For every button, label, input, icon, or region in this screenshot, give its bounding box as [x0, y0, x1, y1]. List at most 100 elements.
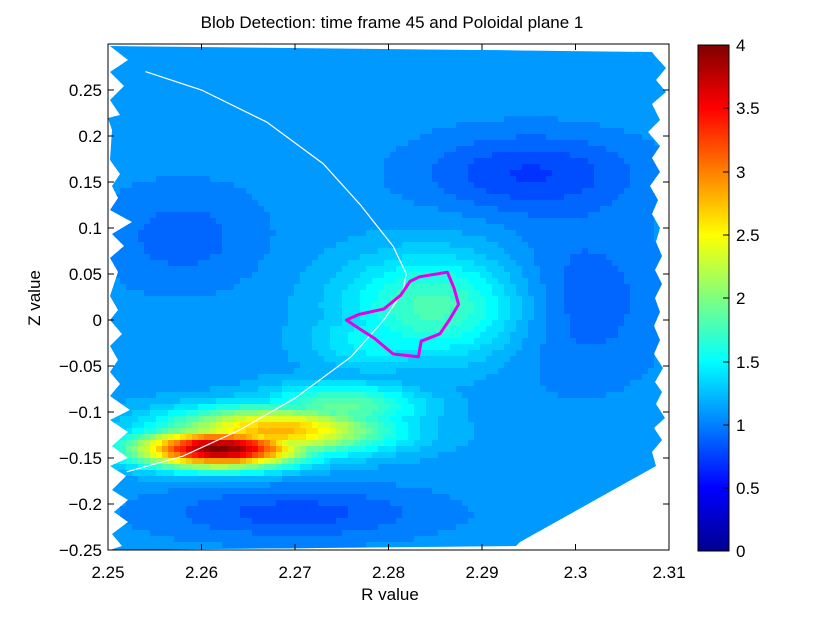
- heatmap-cell: [546, 122, 553, 129]
- heatmap-cell: [510, 194, 517, 201]
- heatmap-cell: [582, 302, 589, 309]
- heatmap-cell: [216, 140, 223, 147]
- heatmap-cell: [624, 170, 631, 177]
- heatmap-cell: [582, 266, 589, 273]
- heatmap-cell: [594, 68, 601, 75]
- heatmap-cell: [504, 164, 511, 171]
- heatmap-cell: [504, 80, 511, 87]
- heatmap-cell: [450, 206, 457, 213]
- heatmap-cell: [600, 344, 607, 351]
- heatmap-cell: [510, 140, 517, 147]
- heatmap-cell: [138, 296, 145, 303]
- heatmap-cell: [162, 290, 169, 297]
- heatmap-cell: [588, 356, 595, 363]
- heatmap-cell: [438, 206, 445, 213]
- heatmap-cell: [114, 104, 121, 111]
- heatmap-cell: [510, 284, 517, 291]
- heatmap-cell: [498, 164, 505, 171]
- heatmap-cell: [342, 248, 349, 255]
- heatmap-cell: [210, 98, 217, 105]
- heatmap-cell: [564, 326, 571, 333]
- heatmap-cell: [198, 248, 205, 255]
- heatmap-cell: [582, 182, 589, 189]
- heatmap-cell: [456, 248, 463, 255]
- heatmap-cell: [210, 68, 217, 75]
- heatmap-cell: [264, 212, 271, 219]
- heatmap-cell: [576, 320, 583, 327]
- heatmap-cell: [450, 224, 457, 231]
- heatmap-cell: [180, 332, 187, 339]
- heatmap-cell: [156, 110, 163, 117]
- heatmap-cell: [618, 188, 625, 195]
- heatmap-cell: [240, 314, 247, 321]
- heatmap-cell: [360, 332, 367, 339]
- heatmap-cell: [624, 308, 631, 315]
- heatmap-cell: [324, 230, 331, 237]
- heatmap-cell: [300, 206, 307, 213]
- heatmap-cell: [378, 326, 385, 333]
- heatmap-cell: [414, 134, 421, 141]
- heatmap-cell: [546, 290, 553, 297]
- heatmap-cell: [138, 164, 145, 171]
- heatmap-cell: [396, 68, 403, 75]
- heatmap-cell: [342, 50, 349, 57]
- heatmap-cell: [438, 188, 445, 195]
- heatmap-cell: [186, 284, 193, 291]
- heatmap-cell: [180, 62, 187, 69]
- heatmap-cell: [456, 164, 463, 171]
- heatmap-cell: [648, 62, 655, 69]
- heatmap-cell: [600, 350, 607, 357]
- heatmap-cell: [606, 326, 613, 333]
- heatmap-cell: [438, 116, 445, 123]
- heatmap-cell: [558, 80, 565, 87]
- heatmap-cell: [534, 326, 541, 333]
- heatmap-cell: [360, 326, 367, 333]
- heatmap-cell: [228, 266, 235, 273]
- heatmap-cell: [354, 236, 361, 243]
- heatmap-cell: [318, 152, 325, 159]
- heatmap-cell: [462, 158, 469, 165]
- heatmap-cell: [612, 92, 619, 99]
- heatmap-cell: [276, 266, 283, 273]
- heatmap-cell: [300, 188, 307, 195]
- heatmap-cell: [540, 218, 547, 225]
- heatmap-cell: [204, 236, 211, 243]
- heatmap-cell: [258, 320, 265, 327]
- heatmap-cell: [576, 170, 583, 177]
- heatmap-cell: [636, 272, 643, 279]
- heatmap-cell: [534, 176, 541, 183]
- heatmap-cell: [540, 236, 547, 243]
- heatmap-cell: [534, 350, 541, 357]
- heatmap-cell: [114, 182, 121, 189]
- heatmap-cell: [510, 110, 517, 117]
- heatmap-cell: [318, 68, 325, 75]
- heatmap-cell: [288, 212, 295, 219]
- heatmap-cell: [420, 194, 427, 201]
- heatmap-cell: [624, 110, 631, 117]
- heatmap-cell: [300, 194, 307, 201]
- heatmap-cell: [246, 134, 253, 141]
- heatmap-cell: [540, 350, 547, 357]
- heatmap-cell: [330, 236, 337, 243]
- heatmap-cell: [468, 290, 475, 297]
- heatmap-cell: [510, 242, 517, 249]
- heatmap-cell: [558, 74, 565, 81]
- heatmap-cell: [162, 122, 169, 129]
- heatmap-cell: [624, 266, 631, 273]
- heatmap-cell: [234, 302, 241, 309]
- heatmap-cell: [192, 146, 199, 153]
- heatmap-cell: [264, 296, 271, 303]
- heatmap-cell: [444, 200, 451, 207]
- heatmap-cell: [480, 116, 487, 123]
- heatmap-cell: [624, 224, 631, 231]
- heatmap-cell: [300, 314, 307, 321]
- heatmap-cell: [570, 278, 577, 285]
- heatmap-cell: [546, 314, 553, 321]
- heatmap-cell: [354, 356, 361, 363]
- heatmap-cell: [330, 98, 337, 105]
- heatmap-cell: [192, 46, 199, 51]
- heatmap-cell: [474, 152, 481, 159]
- heatmap-cell: [522, 50, 529, 57]
- heatmap-cell: [198, 344, 205, 351]
- heatmap-cell: [288, 110, 295, 117]
